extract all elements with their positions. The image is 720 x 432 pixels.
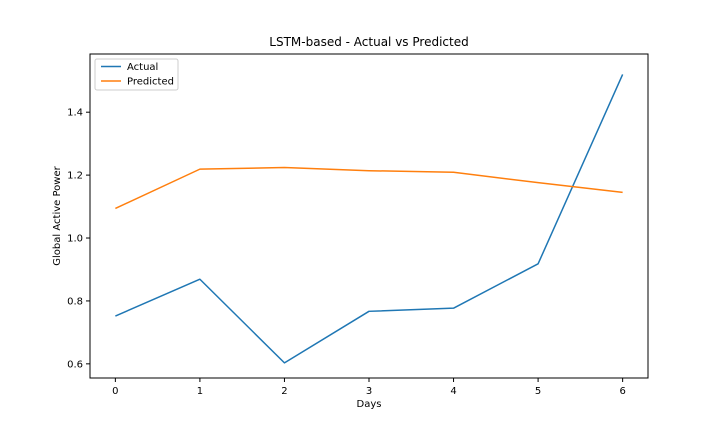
legend-label-actual: Actual [127,62,158,73]
series-line-predicted [115,166,623,210]
chart-title: LSTM-based - Actual vs Predicted [269,35,468,49]
legend-label-predicted: Predicted [127,77,174,88]
y-axis: 0.6 0.8 1.0 1.2 1.4 [67,108,90,370]
x-tick-label: 0 [112,386,118,397]
y-tick-label: 1.4 [67,108,83,119]
x-tick-label: 6 [619,386,625,397]
x-tick-label: 5 [535,386,541,397]
x-tick-label: 2 [281,386,287,397]
y-tick-label: 1.2 [67,171,83,182]
y-tick-label: 0.8 [67,296,83,307]
series-line-actual [115,74,624,364]
legend: Actual Predicted [94,58,179,91]
x-tick-label: 4 [450,386,456,397]
x-axis-label: Days [357,399,382,410]
x-axis: 0 1 2 3 4 5 6 [112,378,626,397]
plot-area [115,74,624,364]
y-tick-label: 0.6 [67,359,83,370]
x-tick-label: 1 [197,386,203,397]
x-tick-label: 3 [366,386,372,397]
y-tick-label: 1.0 [67,234,83,245]
y-axis-label: Global Active Power [52,165,63,265]
